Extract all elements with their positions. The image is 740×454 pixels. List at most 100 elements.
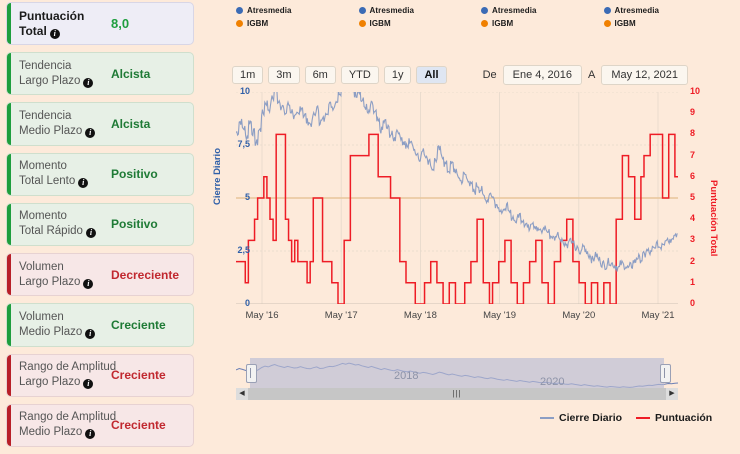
legend-item-atresmedia[interactable]: Atresmedia — [603, 4, 727, 17]
indicator-card-6[interactable]: Volumen Medio Plazo i Creciente — [6, 303, 194, 347]
scrollbar-grip[interactable]: ||| — [452, 389, 462, 398]
legend-line — [636, 417, 651, 419]
legend-dot-orange — [358, 20, 366, 27]
indicator-label-line1: Rango de Amplitud — [19, 361, 117, 374]
legend-line — [540, 417, 554, 419]
info-icon[interactable]: i — [85, 429, 96, 440]
scroll-left-arrow[interactable]: ◀ — [236, 388, 248, 400]
legend-item-igbm[interactable]: IGBM — [236, 17, 359, 30]
indicator-label-line2-text: Medio Plazo — [19, 426, 83, 439]
bottom-legend[interactable]: Cierre Diario Puntuación — [540, 412, 726, 424]
navigator-handle-left[interactable] — [246, 364, 257, 383]
indicator-card-7[interactable]: Rango de Amplitud Largo Plazo i Creciente — [6, 353, 194, 397]
info-icon[interactable]: i — [49, 28, 60, 39]
legend-group-2[interactable]: Atresmedia IGBM — [481, 4, 604, 32]
legend-item-igbm[interactable]: IGBM — [481, 17, 604, 30]
info-icon[interactable]: i — [83, 379, 94, 390]
navigator-selected-range[interactable] — [250, 358, 664, 392]
status-bar — [7, 404, 11, 446]
indicator-value: Decreciente — [111, 267, 180, 282]
legend-label: Puntuación — [655, 412, 713, 424]
info-icon[interactable]: i — [83, 278, 94, 289]
range-selector[interactable]: 1m 3m 6m YTD 1y All — [232, 64, 452, 86]
x-axis-tick-3: May '19 — [483, 310, 517, 321]
legend-item-atresmedia[interactable]: Atresmedia — [236, 4, 359, 17]
indicator-label-line2-text: Total Rápido — [19, 225, 83, 238]
date-range-controls[interactable]: De Ene 4, 2016 A May 12, 2021 — [477, 64, 688, 86]
range-button-1y[interactable]: 1y — [383, 66, 412, 84]
price-score-chart[interactable] — [236, 92, 678, 304]
indicator-card-8[interactable]: Rango de Amplitud Medio Plazo i Creciente — [6, 403, 194, 447]
info-icon[interactable]: i — [83, 77, 94, 88]
info-icon[interactable]: i — [78, 178, 89, 189]
left-axis-tick-2: 5 — [244, 192, 250, 202]
right-axis-tick-2: 2 — [690, 255, 696, 266]
status-bar — [7, 103, 11, 145]
legend-item-igbm[interactable]: IGBM — [603, 17, 727, 30]
indicator-label-line1: Puntuación — [19, 8, 85, 23]
x-axis-tick-1: May '17 — [324, 310, 358, 321]
legend-item-atresmedia[interactable]: Atresmedia — [481, 4, 604, 17]
scroll-right-arrow[interactable]: ▶ — [666, 388, 678, 400]
info-icon[interactable]: i — [85, 328, 96, 339]
indicator-value: Alcista — [111, 117, 151, 132]
indicator-label-line2-text: Medio Plazo — [19, 125, 83, 138]
indicator-label-line2-text: Total — [19, 23, 47, 38]
series-toggle-0[interactable]: Cierre Diario — [540, 412, 622, 424]
series-toggle-1[interactable]: Puntuación — [636, 412, 712, 424]
status-bar — [7, 254, 11, 296]
indicator-label-line2-text: Largo Plazo — [19, 74, 81, 87]
indicator-label: Rango de Amplitud Largo Plazo i — [7, 360, 117, 390]
range-button-6m[interactable]: 6m — [304, 66, 336, 84]
indicator-label-line1: Momento — [19, 210, 67, 223]
info-icon[interactable]: i — [85, 228, 96, 239]
date-from-input[interactable]: Ene 4, 2016 — [502, 65, 582, 85]
left-axis-tick-3: 7,5 — [237, 139, 250, 149]
indicator-label-line2: Total i — [19, 24, 111, 39]
legend-group-0[interactable]: Atresmedia IGBM — [236, 4, 359, 32]
range-button-3m[interactable]: 3m — [268, 66, 300, 84]
indicator-label-line1: Rango de Amplitud — [19, 411, 117, 424]
indicator-value: Positivo — [111, 167, 158, 182]
legend-group-3[interactable]: Atresmedia IGBM — [603, 4, 727, 32]
right-axis-tick-1: 1 — [690, 276, 696, 287]
legend-item-igbm[interactable]: IGBM — [358, 17, 482, 30]
indicator-card-4[interactable]: Momento Total Rápido i Positivo — [6, 202, 194, 247]
range-button-all[interactable]: All — [416, 66, 447, 84]
navigator-year-2020: 2020 — [540, 376, 565, 388]
status-bar — [7, 3, 11, 45]
indicator-card-5[interactable]: Volumen Largo Plazo i Decreciente — [6, 253, 194, 297]
indicator-label-line2: Medio Plazo i — [19, 124, 111, 139]
indicator-card-0[interactable]: Puntuación Total i 8,0 — [6, 2, 194, 46]
indicator-value: 8,0 — [111, 16, 130, 32]
info-icon[interactable]: i — [85, 128, 96, 139]
indicator-value: Creciente — [111, 368, 166, 383]
range-button-1m[interactable]: 1m — [232, 66, 264, 84]
indicator-label: Puntuación Total i — [7, 9, 111, 39]
indicator-card-2[interactable]: Tendencia Medio Plazo i Alcista — [6, 102, 194, 146]
chart-scrollbar[interactable]: ◀ ▶ ||| — [236, 388, 678, 400]
indicator-label-line2-text: Total Lento — [19, 175, 76, 188]
right-axis-tick-3: 3 — [690, 234, 696, 245]
navigator-handle-right[interactable] — [660, 364, 671, 383]
indicator-card-1[interactable]: Tendencia Largo Plazo i Alcista — [6, 52, 194, 96]
legend-label: Atresmedia — [614, 6, 660, 15]
range-button-ytd[interactable]: YTD — [340, 66, 379, 84]
indicator-label-line1: Volumen — [19, 310, 64, 323]
indicator-card-3[interactable]: Momento Total Lento i Positivo — [6, 152, 194, 196]
legend-group-1[interactable]: Atresmedia IGBM — [358, 4, 482, 32]
chart-navigator[interactable]: 2018 2020 — [236, 358, 678, 392]
indicator-label-line2-text: Largo Plazo — [19, 275, 81, 288]
status-bar — [7, 153, 11, 195]
legend-item-atresmedia[interactable]: Atresmedia — [358, 4, 482, 17]
indicator-label: Volumen Largo Plazo i — [7, 260, 111, 290]
indicator-label: Momento Total Lento i — [7, 159, 111, 189]
indicator-label-line1: Tendencia — [19, 59, 72, 72]
date-to-input[interactable]: May 12, 2021 — [601, 65, 688, 85]
status-bar — [7, 304, 11, 346]
left-axis-tick-4: 10 — [239, 86, 250, 96]
indicator-label-line2: Largo Plazo i — [19, 74, 111, 89]
indicator-label-line1: Momento — [19, 160, 67, 173]
date-from-label: De — [482, 69, 497, 81]
indicator-label-line2-text: Largo Plazo — [19, 376, 81, 389]
